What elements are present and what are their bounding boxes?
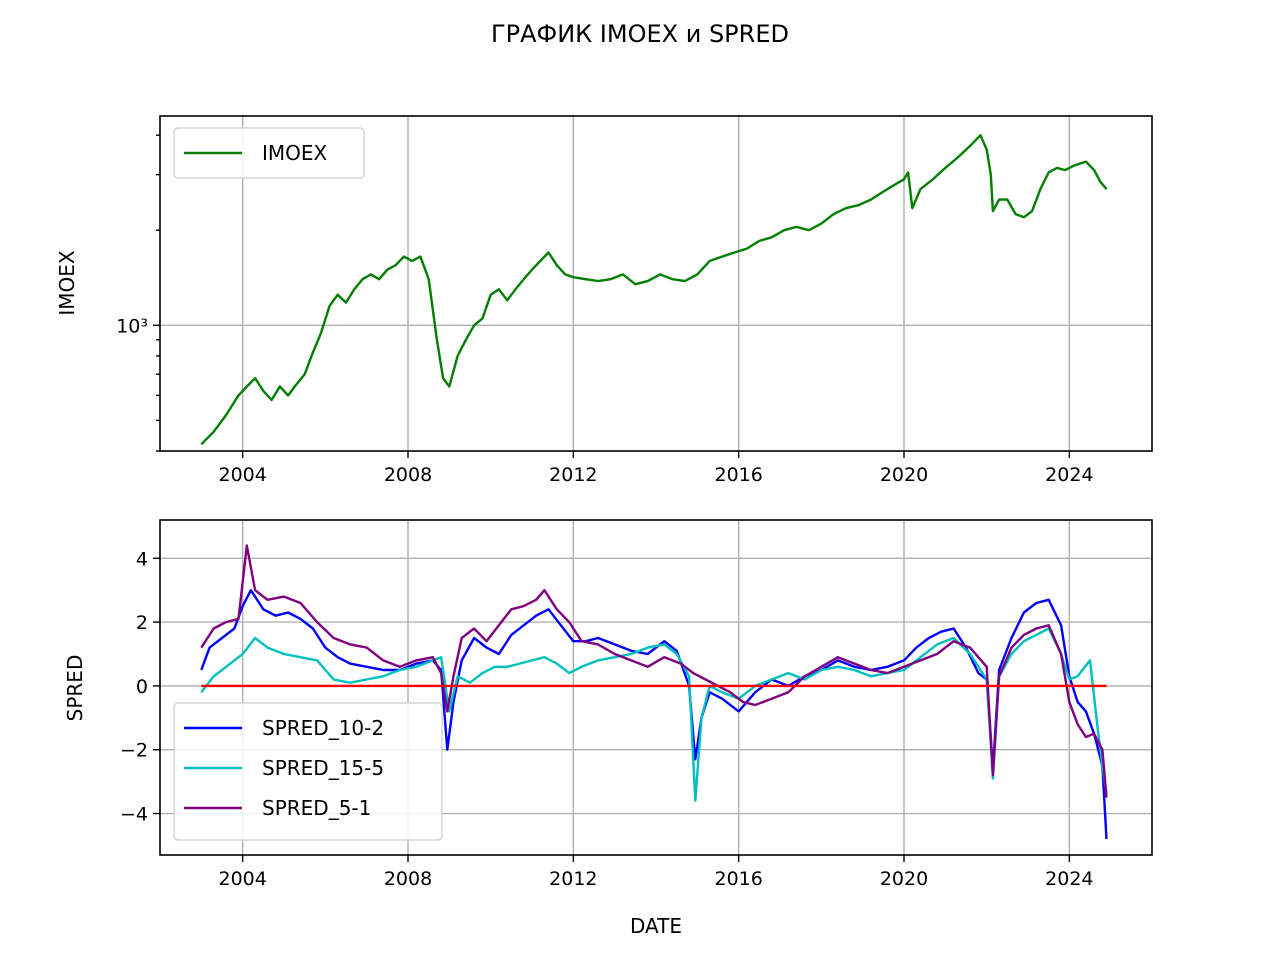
legend-label: SPRED_10-2 [262,716,384,740]
y-tick-label: −4 [120,804,148,826]
spred-legend: SPRED_10-2 SPRED_15-5 SPRED_5-1 [173,702,443,841]
x-tick-label: 2008 [384,868,432,890]
y-tick-label: 10³ [116,315,148,337]
y-tick-label: 0 [136,676,148,698]
spred-x-axis-label: DATE [630,914,682,938]
imoex-x-axis: 2004 2008 2012 2016 2020 2024 [218,451,1094,486]
x-tick-label: 2020 [880,464,928,486]
imoex-axes-frame [159,115,1153,452]
imoex-y-axis: 10³ [116,134,160,452]
spred-axes-frame [159,519,1153,856]
x-tick-label: 2004 [218,868,266,890]
y-tick-label: 2 [136,612,148,634]
y-tick-label: −2 [120,740,148,762]
y-tick-label: 4 [136,548,148,570]
figure-title: ГРАФИК IMOEX и SPRED [491,20,789,48]
imoex-y-axis-label: IMOEX [55,250,79,316]
x-tick-label: 2016 [714,464,762,486]
imoex-legend: IMOEX [173,127,365,179]
spred-axes: 2004 2008 2012 2016 2020 2024 −4 −2 0 2 4 DATE SP… [63,519,1153,938]
series-imoex [200,133,1108,446]
x-tick-label: 2024 [1045,464,1093,486]
x-tick-label: 2016 [714,868,762,890]
imoex-plot-area [200,133,1108,446]
x-tick-label: 2012 [549,868,597,890]
spred-x-axis: 2004 2008 2012 2016 2020 2024 [218,855,1094,890]
x-tick-label: 2004 [218,464,266,486]
series-spred-5-1 [200,544,1108,798]
spred-plot-area [200,544,1108,840]
legend-label: SPRED_15-5 [262,756,384,780]
legend-label: IMOEX [262,141,328,165]
legend-label: SPRED_5-1 [262,796,371,820]
spred-y-axis-label: SPRED [63,655,87,722]
x-tick-label: 2020 [880,868,928,890]
x-tick-label: 2024 [1045,868,1093,890]
legend-box [173,127,365,179]
legend-box [173,702,443,841]
imoex-axes: 2004 2008 2012 2016 2020 2024 10³ IMOEX IMOEX [55,115,1153,486]
x-tick-label: 2008 [384,464,432,486]
spred-y-axis: −4 −2 0 2 4 [120,548,160,826]
x-tick-label: 2012 [549,464,597,486]
imoex-grid [160,116,1152,451]
